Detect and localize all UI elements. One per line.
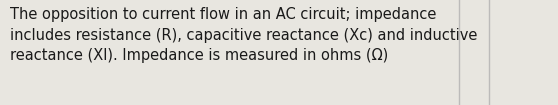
Text: The opposition to current flow in an AC circuit; impedance
includes resistance (: The opposition to current flow in an AC … [10, 7, 478, 63]
